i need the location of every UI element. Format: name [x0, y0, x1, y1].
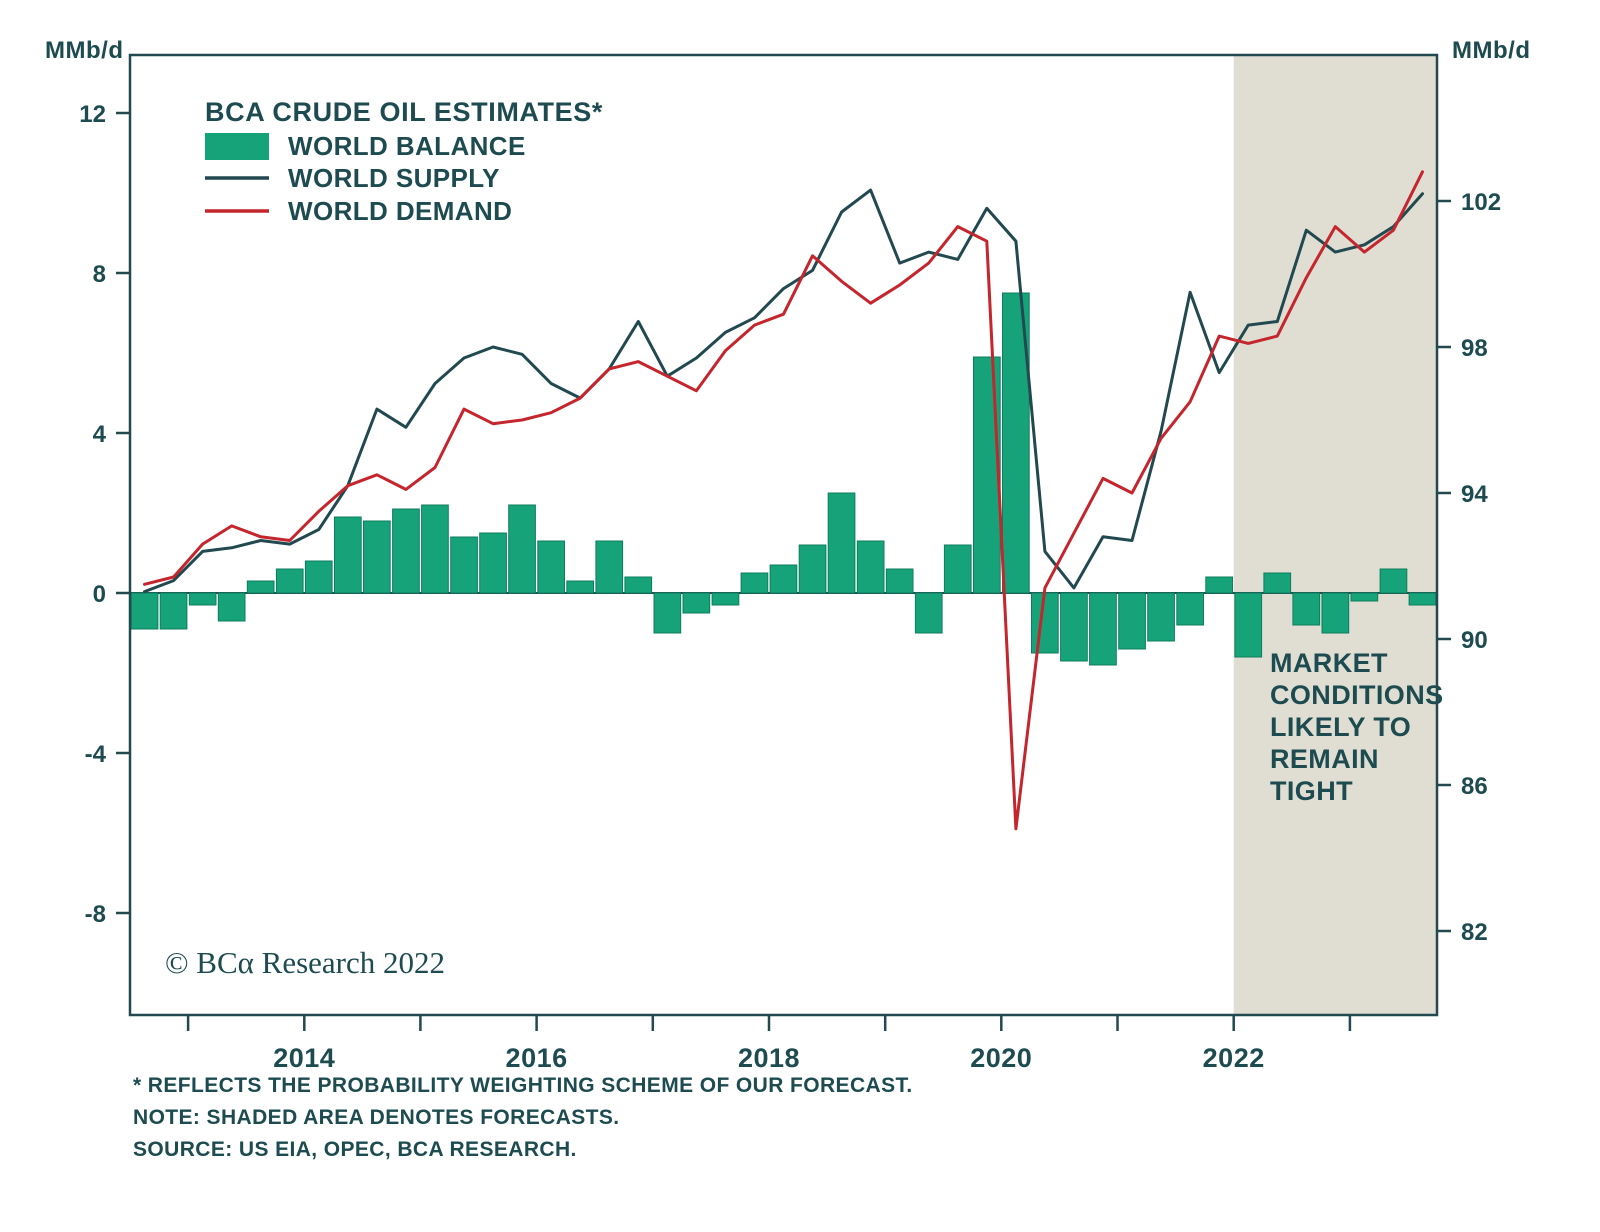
demand-line-path — [143, 170, 1424, 831]
balance-bar — [943, 544, 972, 594]
balance-bar — [624, 576, 653, 594]
left-axis-tick-label: -8 — [85, 901, 106, 928]
footnote-shaded-area: NOTE: SHADED AREA DENOTES FORECASTS. — [133, 1106, 620, 1129]
balance-bar — [1408, 592, 1437, 606]
right-axis-tick-label: 102 — [1461, 189, 1501, 216]
balance-bar — [1321, 592, 1350, 634]
balance-bar — [159, 592, 188, 630]
balance-bar — [1263, 572, 1292, 594]
legend-label-balance: WORLD BALANCE — [288, 131, 526, 161]
balance-bar — [566, 580, 594, 594]
x-axis-tick-label: 2016 — [506, 1043, 568, 1073]
balance-bar — [1205, 576, 1234, 594]
x-axis-tick-label: 2020 — [970, 1043, 1032, 1073]
footnote-forecast-scheme: * REFLECTS THE PROBABILITY WEIGHTING SCH… — [133, 1074, 913, 1097]
balance-bar — [885, 568, 914, 594]
line-world-supply — [143, 188, 1424, 594]
right-axis-tick-label: 90 — [1461, 627, 1488, 654]
balance-bar — [1089, 592, 1117, 666]
balance-bar — [653, 592, 682, 634]
balance-bar — [856, 540, 885, 594]
balance-bar — [275, 568, 304, 594]
supply-line-path — [143, 188, 1424, 594]
annotation-line-1: MARKET — [1270, 648, 1388, 678]
left-axis-tick-label: 12 — [79, 101, 106, 128]
balance-bar — [188, 592, 217, 606]
annotation-line-4: REMAIN — [1270, 744, 1379, 774]
balance-bar — [304, 560, 333, 594]
x-axis-tick-label: 2018 — [738, 1043, 800, 1073]
left-axis-unit-label: MMb/d — [45, 37, 123, 64]
market-annotation: MARKET CONDITIONS LIKELY TO REMAIN TIGHT — [1270, 648, 1451, 806]
balance-bar — [1031, 592, 1059, 654]
balance-bar — [450, 536, 478, 594]
line-world-demand — [143, 170, 1424, 831]
balance-bar — [508, 504, 536, 594]
right-axis-tick-label: 86 — [1461, 773, 1488, 800]
balance-bar — [363, 520, 391, 594]
annotation-line-2: CONDITIONS — [1270, 680, 1444, 710]
balance-bar — [537, 540, 565, 594]
right-axis-tick-label: 82 — [1461, 919, 1488, 946]
right-axis-tick-label: 94 — [1461, 481, 1488, 508]
annotation-line-3: LIKELY TO — [1270, 712, 1411, 742]
plot-frame-rect — [128, 53, 1439, 1017]
balance-bar — [1118, 592, 1146, 650]
legend-swatch-balance-icon — [205, 133, 269, 160]
balance-bar — [595, 540, 624, 594]
forecast-shade-rect — [1233, 55, 1437, 1015]
balance-bar — [1350, 592, 1379, 602]
annotation-line-5: TIGHT — [1270, 776, 1353, 806]
balance-bar — [1060, 592, 1088, 662]
balance-bar — [246, 580, 275, 594]
balance-bar — [711, 592, 740, 606]
balance-bar — [1292, 592, 1321, 626]
left-axis-tick-label: 0 — [93, 581, 106, 608]
balance-bar — [421, 504, 449, 594]
balance-bar — [130, 592, 159, 630]
plot-frame — [128, 53, 1439, 1017]
balance-bar — [479, 532, 507, 594]
x-axis-tick-label: 2022 — [1203, 1043, 1265, 1073]
balance-bar — [1147, 592, 1175, 642]
balance-bar — [392, 508, 420, 594]
balance-bar — [740, 572, 769, 594]
chart-title: BCA CRUDE OIL ESTIMATES* — [205, 97, 603, 127]
balance-bar — [682, 592, 711, 614]
axis-ticks: 12 8 4 0 -4 -8 102 98 94 90 86 82 2014 2016 2018 2020 20… — [79, 101, 1501, 1073]
copyright-text: © BCα Research 2022 — [165, 945, 445, 980]
balance-bar — [334, 516, 362, 594]
balance-bar — [217, 592, 246, 622]
forecast-region — [1233, 55, 1437, 1015]
left-axis-tick-label: 4 — [93, 421, 107, 448]
legend-label-supply: WORLD SUPPLY — [288, 163, 500, 193]
legend-label-demand: WORLD DEMAND — [288, 196, 512, 226]
balance-bar — [798, 544, 827, 594]
balance-bar — [1379, 568, 1408, 594]
balance-bar — [914, 592, 943, 634]
right-axis-unit-label: MMb/d — [1452, 37, 1530, 64]
balance-bar — [769, 564, 798, 594]
balance-bar — [1234, 592, 1263, 658]
footnote-source: SOURCE: US EIA, OPEC, BCA RESEARCH. — [133, 1138, 577, 1161]
balance-bar — [1176, 592, 1205, 626]
balance-bar — [827, 492, 856, 594]
balance-bar — [973, 356, 1001, 594]
left-axis-tick-label: 8 — [93, 261, 106, 288]
left-axis-tick-label: -4 — [85, 741, 107, 768]
x-axis-tick-label: 2014 — [273, 1043, 335, 1073]
right-axis-tick-label: 98 — [1461, 335, 1488, 362]
